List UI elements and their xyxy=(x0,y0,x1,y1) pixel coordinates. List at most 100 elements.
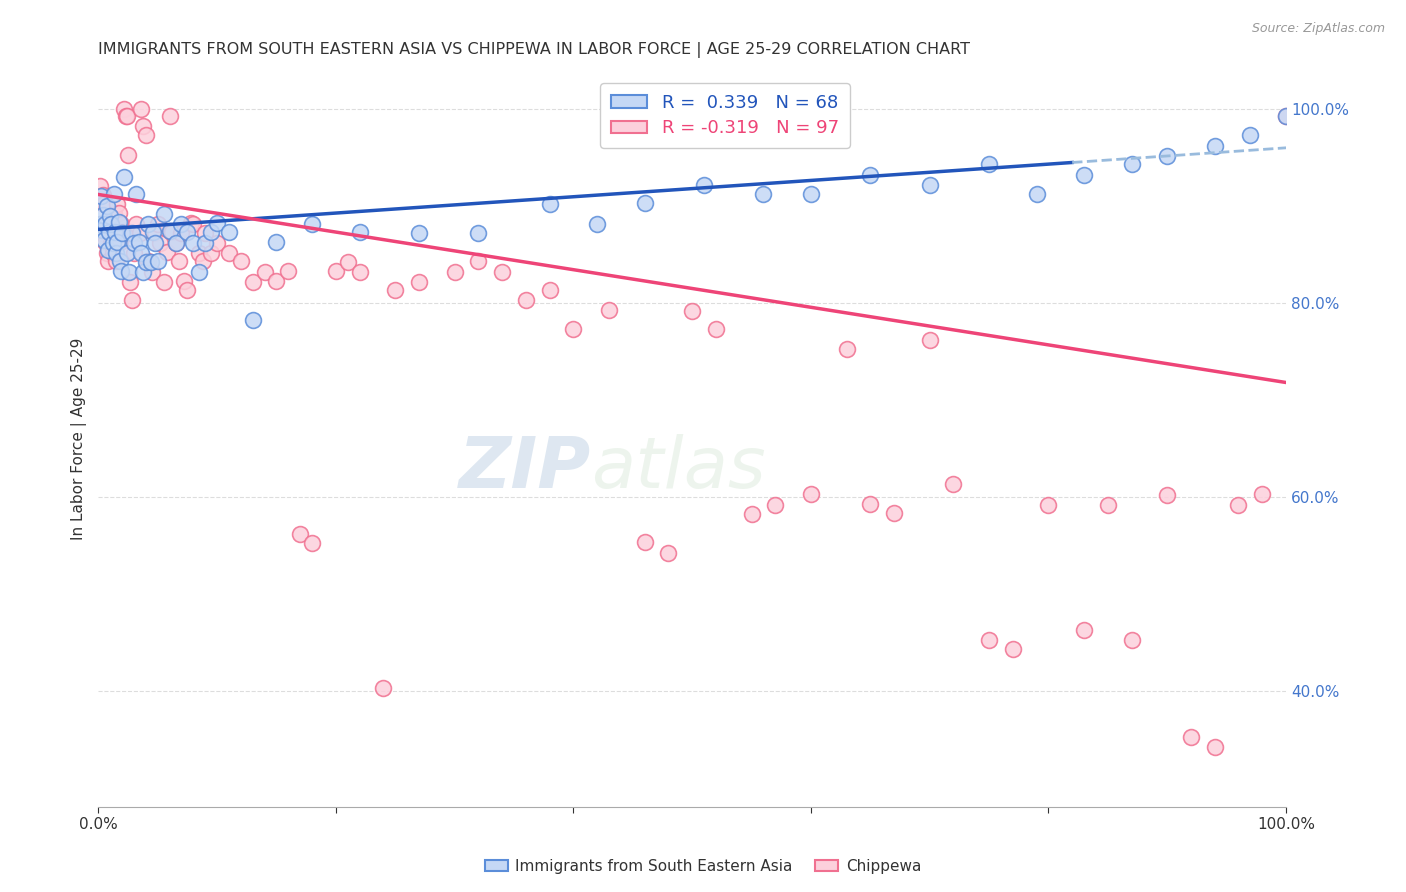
Point xyxy=(100,217,122,231)
Point xyxy=(96,245,118,260)
Point xyxy=(467,254,489,268)
Point xyxy=(114,109,136,123)
Point xyxy=(633,535,655,549)
Point xyxy=(1239,128,1261,143)
Point xyxy=(176,225,198,239)
Point xyxy=(94,235,117,249)
Point xyxy=(693,178,716,192)
Point xyxy=(1204,139,1226,153)
Point xyxy=(105,254,128,268)
Point xyxy=(538,197,561,211)
Point xyxy=(1180,730,1202,744)
Point xyxy=(94,217,117,231)
Point xyxy=(91,188,114,202)
Point xyxy=(89,217,111,231)
Point xyxy=(165,235,187,250)
Point xyxy=(128,235,150,249)
Point xyxy=(562,322,585,336)
Point xyxy=(90,223,112,237)
Point xyxy=(114,102,136,116)
Point xyxy=(152,275,174,289)
Point xyxy=(149,235,172,250)
Point xyxy=(1038,498,1060,512)
Point xyxy=(117,147,139,161)
Point xyxy=(110,264,132,278)
Point xyxy=(98,225,121,239)
Point xyxy=(336,255,359,269)
Point xyxy=(170,226,193,240)
Point xyxy=(681,303,703,318)
Point xyxy=(752,186,775,201)
Point xyxy=(129,226,152,240)
Point xyxy=(1073,623,1095,637)
Point xyxy=(183,235,205,250)
Point xyxy=(118,265,141,279)
Point xyxy=(160,225,183,239)
Point xyxy=(918,178,941,192)
Point xyxy=(98,226,121,240)
Point xyxy=(96,199,118,213)
Point xyxy=(408,275,430,289)
Point xyxy=(205,216,228,230)
Point xyxy=(159,224,181,238)
Point xyxy=(266,274,288,288)
Point xyxy=(135,128,157,143)
Point xyxy=(101,245,124,260)
Text: ZIP: ZIP xyxy=(458,434,591,503)
Point xyxy=(205,235,228,250)
Point xyxy=(467,226,489,240)
Point xyxy=(977,157,1000,171)
Point xyxy=(1227,498,1250,512)
Point xyxy=(859,497,882,511)
Point xyxy=(173,274,195,288)
Point xyxy=(763,498,786,512)
Point xyxy=(118,226,141,240)
Point xyxy=(93,197,115,211)
Point xyxy=(800,186,823,201)
Point xyxy=(373,681,395,695)
Text: Source: ZipAtlas.com: Source: ZipAtlas.com xyxy=(1251,22,1385,36)
Point xyxy=(598,302,620,317)
Point xyxy=(977,633,1000,648)
Point xyxy=(194,226,217,240)
Point xyxy=(142,225,165,239)
Point xyxy=(1121,157,1143,171)
Point xyxy=(349,225,371,239)
Point xyxy=(125,217,148,231)
Point xyxy=(1025,186,1047,201)
Point xyxy=(180,216,202,230)
Point xyxy=(586,217,609,231)
Point xyxy=(97,243,120,257)
Point xyxy=(159,109,181,123)
Point xyxy=(242,313,264,327)
Point xyxy=(105,197,128,211)
Point xyxy=(122,245,145,260)
Point xyxy=(170,217,193,231)
Text: IMMIGRANTS FROM SOUTH EASTERN ASIA VS CHIPPEWA IN LABOR FORCE | AGE 25-29 CORREL: IMMIGRANTS FROM SOUTH EASTERN ASIA VS CH… xyxy=(98,42,970,58)
Point xyxy=(200,245,222,260)
Point xyxy=(156,244,179,259)
Point xyxy=(1275,109,1298,123)
Point xyxy=(218,225,240,239)
Point xyxy=(277,264,299,278)
Point xyxy=(121,293,143,307)
Point xyxy=(136,217,159,231)
Point xyxy=(165,235,187,250)
Point xyxy=(105,235,128,249)
Legend: Immigrants from South Eastern Asia, Chippewa: Immigrants from South Eastern Asia, Chip… xyxy=(478,853,928,880)
Point xyxy=(1121,633,1143,648)
Point xyxy=(115,245,138,260)
Point xyxy=(103,187,125,202)
Point xyxy=(883,506,905,520)
Point xyxy=(242,275,264,289)
Point xyxy=(657,546,679,560)
Point xyxy=(132,119,155,133)
Point xyxy=(104,226,127,240)
Point xyxy=(107,214,129,228)
Point xyxy=(194,235,217,250)
Point xyxy=(229,254,252,268)
Point xyxy=(108,235,131,249)
Point xyxy=(98,209,121,223)
Point xyxy=(301,217,323,231)
Point xyxy=(200,225,222,239)
